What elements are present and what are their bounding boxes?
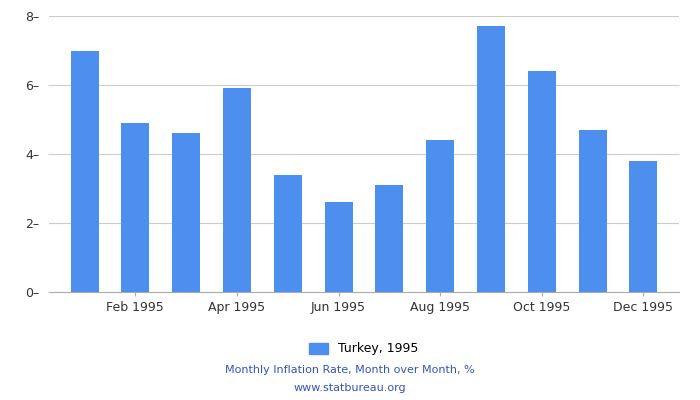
Text: Monthly Inflation Rate, Month over Month, %: Monthly Inflation Rate, Month over Month… <box>225 365 475 375</box>
Legend: Turkey, 1995: Turkey, 1995 <box>309 342 419 356</box>
Bar <box>426 140 454 292</box>
Bar <box>477 26 505 292</box>
Bar <box>375 185 403 292</box>
Bar <box>223 88 251 292</box>
Bar <box>121 123 149 292</box>
Text: www.statbureau.org: www.statbureau.org <box>294 383 406 393</box>
Bar <box>172 133 200 292</box>
Bar <box>274 175 302 292</box>
Bar <box>579 130 607 292</box>
Bar <box>528 71 556 292</box>
Bar <box>629 161 657 292</box>
Bar <box>71 50 99 292</box>
Bar <box>325 202 353 292</box>
